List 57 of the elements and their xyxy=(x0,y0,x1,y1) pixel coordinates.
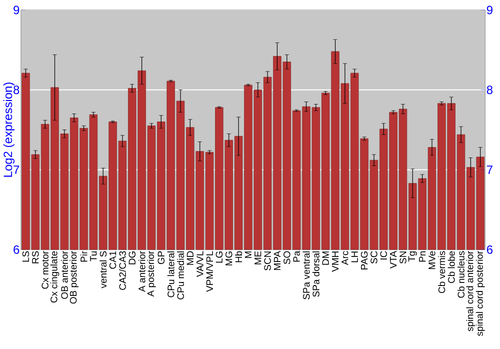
x-tick-label: CA2/CA3 xyxy=(118,251,126,290)
x-tick-label: LS xyxy=(22,251,30,262)
y-tick-label: 7 xyxy=(14,165,20,174)
x-tick-label: MPA xyxy=(274,250,280,270)
x-tick-label: VPM/VPL xyxy=(206,250,213,292)
y-tick-label: 9 xyxy=(14,6,20,14)
x-tick-label: SO xyxy=(284,251,290,264)
x-tick-label: spinal cord posterior xyxy=(476,250,485,336)
x-tick-label: SCN xyxy=(264,251,271,270)
x-tick-label: VTA xyxy=(390,250,397,268)
y-tick-label: 8 xyxy=(14,85,20,94)
x-tick-label: Cx motor xyxy=(42,250,48,289)
x-tick-label: spinal cord anterior xyxy=(466,250,476,331)
x-tick-label: DM xyxy=(322,251,329,265)
x-tick-label: Pn xyxy=(419,251,426,262)
x-tick-label: M xyxy=(244,251,252,258)
x-tick-label: Cx cingulate xyxy=(50,251,60,302)
x-tick-label: CPu lateral xyxy=(167,251,174,298)
x-tick-label: LG xyxy=(216,251,223,262)
y-tick-label: 6 xyxy=(14,245,20,254)
x-tick-label: Cb lobe xyxy=(448,251,455,283)
x-tick-label: MVe xyxy=(428,251,436,269)
x-tick-label: Cb nucleus xyxy=(458,250,464,298)
x-tick-label: SPa ventral xyxy=(302,251,310,300)
x-tick-label: SN xyxy=(400,251,406,264)
x-tick-label: ME xyxy=(254,250,262,264)
y-axis-title: Log2 (expression) xyxy=(3,82,15,177)
x-tick-label: DG xyxy=(128,251,136,264)
x-tick-label: OB anterior xyxy=(60,250,68,299)
x-tick-label: Tg xyxy=(408,251,417,262)
x-tick-label: GP xyxy=(158,251,165,264)
x-tick-label: CA1 xyxy=(109,251,116,269)
x-tick-label: Pir xyxy=(80,250,88,262)
x-tick-label: Cb vermis xyxy=(438,250,446,293)
x-tick-label: MD xyxy=(186,251,194,265)
x-tick-label: ventral S xyxy=(100,251,107,288)
x-tick-label: VA/VL xyxy=(196,250,204,277)
x-tick-label: MG xyxy=(226,251,232,266)
x-tick-label: SPa dorsal xyxy=(312,251,320,297)
y2-tick-label: 8 xyxy=(486,85,493,94)
x-tick-label: Arc xyxy=(342,250,348,265)
x-tick-label: PAG xyxy=(360,251,368,270)
x-tick-label: RS xyxy=(32,251,39,263)
x-tick-label: OB posterior xyxy=(70,250,79,304)
x-tick-label: Hb xyxy=(235,250,242,262)
x-tick-label: A anterior xyxy=(138,250,146,292)
x-tick-label: A posterior xyxy=(147,250,156,296)
x-tick-label: CPu medial xyxy=(177,251,184,300)
x-tick-label: LH xyxy=(351,251,358,262)
y2-tick-label: 7 xyxy=(486,165,492,174)
y2-tick-label: 6 xyxy=(486,245,493,254)
y2-tick-label: 9 xyxy=(486,6,492,14)
x-tick-label: Tu xyxy=(90,251,97,262)
x-tick-label: IC xyxy=(380,250,387,260)
x-tick-label: SC xyxy=(370,250,378,264)
x-tick-label: VMH xyxy=(332,251,339,272)
x-tick-label: Pa xyxy=(293,250,300,262)
